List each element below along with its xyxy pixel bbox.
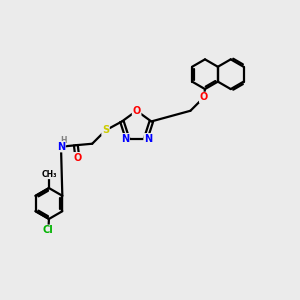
Text: CH₃: CH₃ [41,169,57,178]
Text: O: O [200,92,208,102]
Text: N: N [121,134,129,144]
Text: N: N [144,134,152,144]
Text: O: O [133,106,141,116]
Text: O: O [73,153,82,163]
Text: S: S [102,125,109,135]
Text: N: N [57,142,65,152]
Text: Cl: Cl [43,225,54,235]
Text: H: H [60,136,67,145]
